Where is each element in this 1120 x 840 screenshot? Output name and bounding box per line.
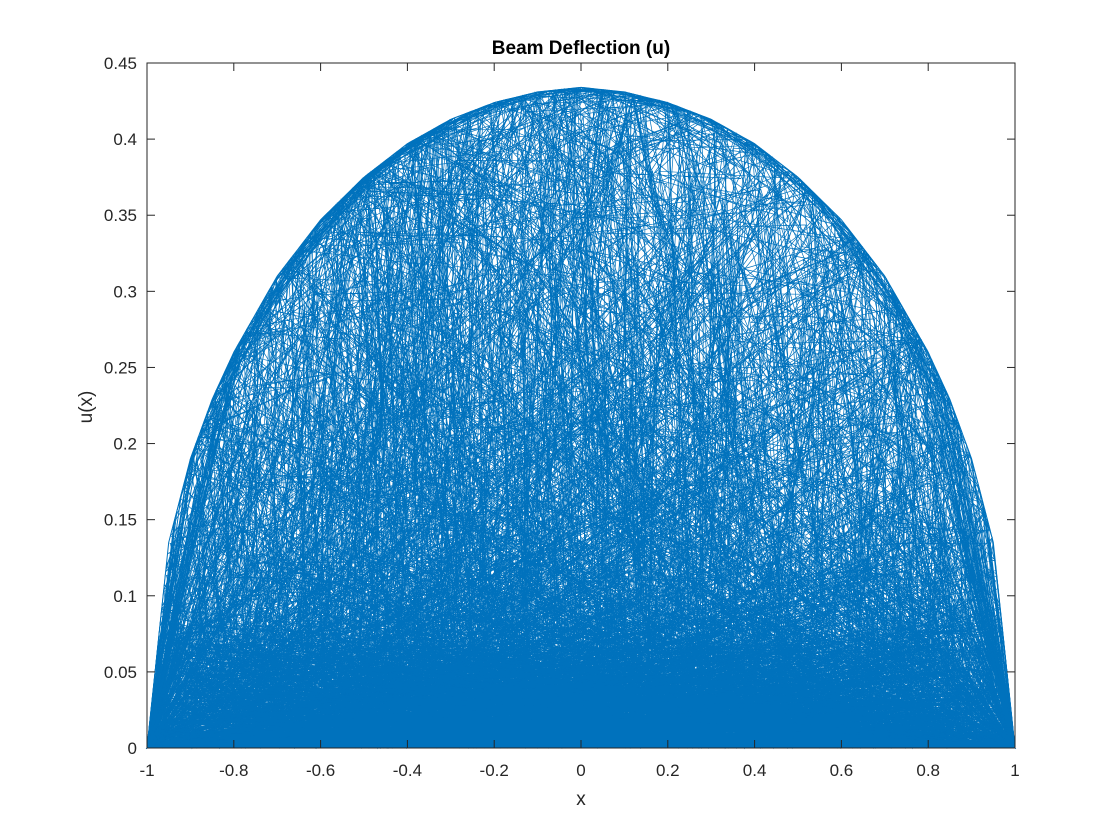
x-tick-label: 1 — [1010, 761, 1019, 780]
y-tick-label: 0.2 — [113, 435, 137, 454]
x-tick-label: 0.4 — [743, 761, 767, 780]
y-tick-label: 0.3 — [113, 282, 137, 301]
chart-title: Beam Deflection (u) — [492, 38, 670, 59]
x-axis-title: x — [576, 789, 586, 810]
x-tick-label: 0.6 — [830, 761, 854, 780]
y-tick-label: 0.25 — [104, 358, 137, 377]
x-tick-label: 0.2 — [656, 761, 680, 780]
y-axis-title: u(x) — [76, 391, 97, 424]
x-tick-label: -0.2 — [480, 761, 509, 780]
x-tick-label: 0.8 — [916, 761, 940, 780]
y-tick-label: 0.4 — [113, 130, 137, 149]
x-tick-label: -1 — [139, 761, 154, 780]
y-tick-label: 0.45 — [104, 54, 137, 73]
y-tick-label: 0.15 — [104, 511, 137, 530]
data-layer — [145, 86, 1017, 750]
y-tick-label: 0.35 — [104, 206, 137, 225]
x-tick-label: -0.6 — [306, 761, 335, 780]
data-envelope-curve — [146, 86, 1016, 749]
x-tick-label: -0.8 — [219, 761, 248, 780]
y-tick-label: 0 — [128, 739, 137, 758]
x-tick-label: 0 — [576, 761, 585, 780]
y-tick-label: 0.05 — [104, 663, 137, 682]
x-tick-label: -0.4 — [393, 761, 422, 780]
tick-layer: -1 -0.8 -0.6 -0.4 -0.2 0 0.2 0.4 0.6 0.8 1 0 0.05 0.1… — [104, 54, 1020, 780]
y-tick-label: 0.1 — [113, 587, 137, 606]
data-trace-baseline — [147, 641, 1015, 749]
